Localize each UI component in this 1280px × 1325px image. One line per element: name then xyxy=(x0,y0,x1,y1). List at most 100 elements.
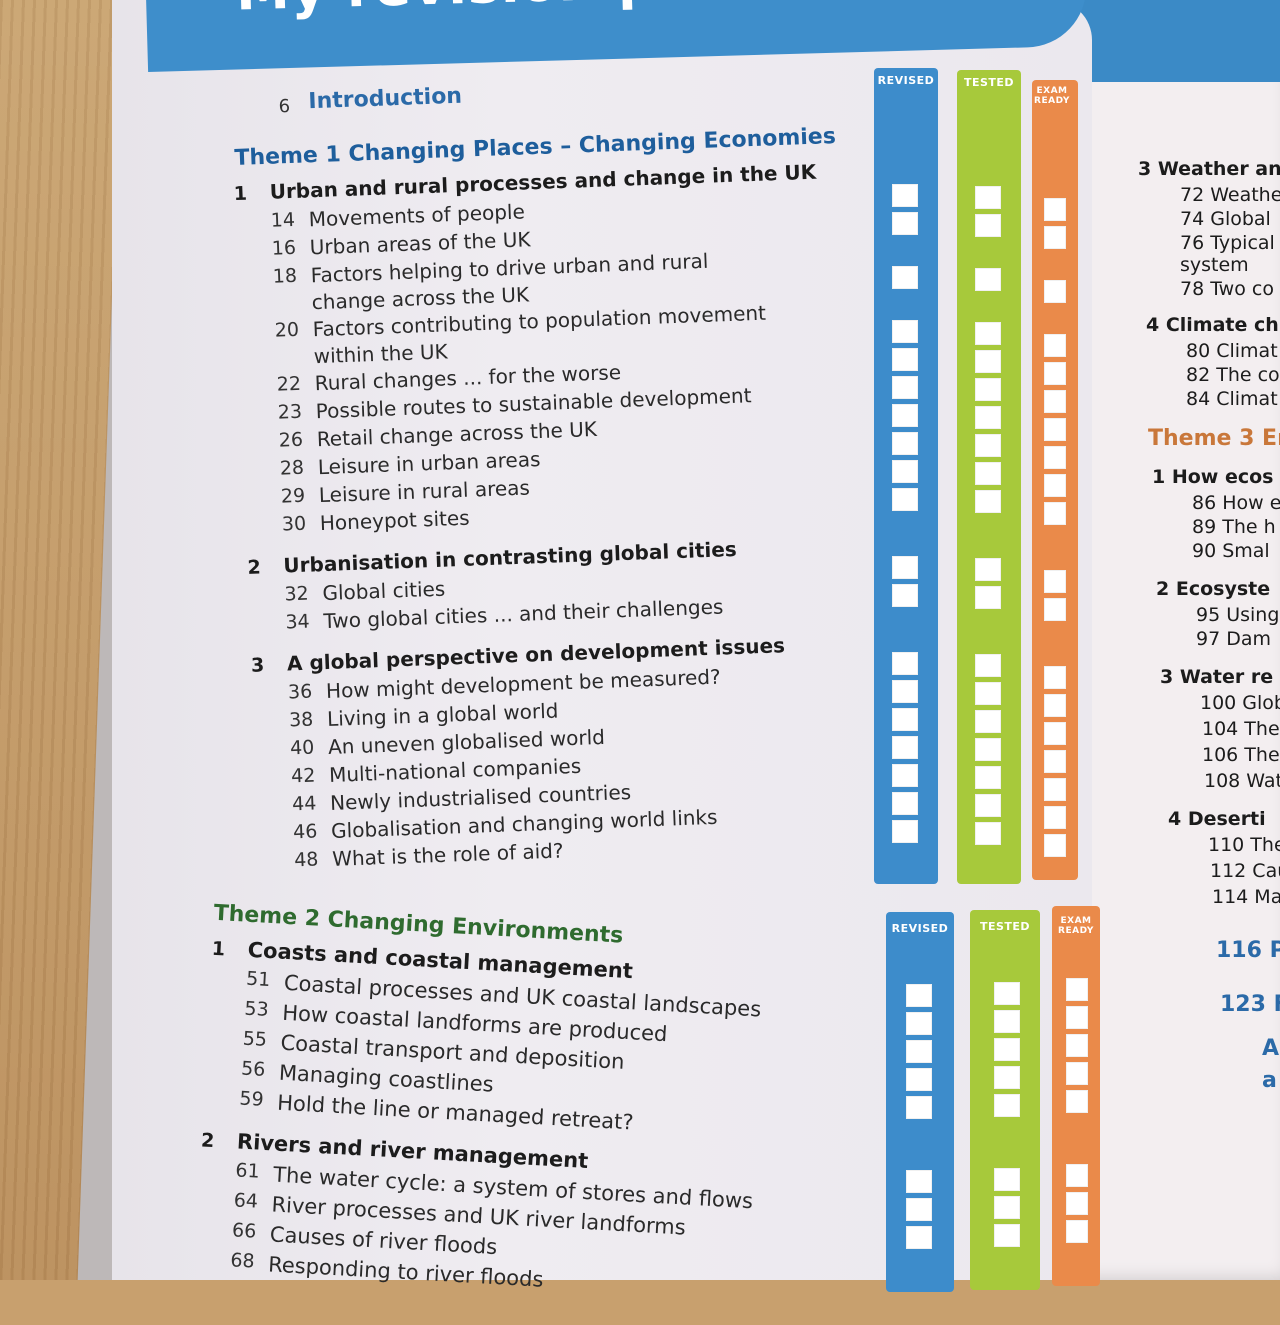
checkbox[interactable] xyxy=(1044,390,1066,413)
checkbox[interactable] xyxy=(892,266,918,289)
checkbox[interactable] xyxy=(975,322,1001,345)
checkbox[interactable] xyxy=(892,736,918,759)
checkbox[interactable] xyxy=(994,1066,1020,1089)
checkbox[interactable] xyxy=(975,268,1001,291)
checkbox[interactable] xyxy=(994,1038,1020,1061)
checkbox[interactable] xyxy=(892,432,918,455)
checkbox[interactable] xyxy=(892,708,918,731)
checkbox[interactable] xyxy=(892,652,918,675)
revised-checkboxes xyxy=(892,184,918,848)
checkbox[interactable] xyxy=(1044,418,1066,441)
checkbox[interactable] xyxy=(975,586,1001,609)
checkbox[interactable] xyxy=(1044,778,1066,801)
checkbox[interactable] xyxy=(975,462,1001,485)
checkbox[interactable] xyxy=(906,1068,932,1091)
checkbox[interactable] xyxy=(975,378,1001,401)
checkbox[interactable] xyxy=(906,1096,932,1119)
right-page-line: 114 Ma xyxy=(1212,886,1280,908)
page-number: 23 xyxy=(277,400,303,424)
checkbox[interactable] xyxy=(892,556,918,579)
checkbox[interactable] xyxy=(892,320,918,343)
checkbox[interactable] xyxy=(892,404,918,427)
checkbox[interactable] xyxy=(1044,806,1066,829)
checkbox[interactable] xyxy=(1066,1090,1088,1113)
checkbox[interactable] xyxy=(1066,978,1088,1001)
checkbox[interactable] xyxy=(1044,446,1066,469)
checkbox[interactable] xyxy=(1066,1192,1088,1215)
checkbox[interactable] xyxy=(906,1012,932,1035)
right-page-line: 106 The xyxy=(1202,744,1280,766)
checkbox[interactable] xyxy=(994,982,1020,1005)
page-number: 55 xyxy=(242,1027,268,1051)
checkbox[interactable] xyxy=(994,1094,1020,1117)
checkbox[interactable] xyxy=(1044,280,1066,303)
right-page-line: 95 Using xyxy=(1196,604,1280,626)
checkbox[interactable] xyxy=(892,680,918,703)
checkbox[interactable] xyxy=(906,1198,932,1221)
checkbox[interactable] xyxy=(994,1196,1020,1219)
checkbox[interactable] xyxy=(892,460,918,483)
checkbox[interactable] xyxy=(994,1168,1020,1191)
checkbox[interactable] xyxy=(975,822,1001,845)
checkbox[interactable] xyxy=(1066,1006,1088,1029)
checkbox[interactable] xyxy=(975,214,1001,237)
checkbox[interactable] xyxy=(1044,570,1066,593)
checkbox[interactable] xyxy=(906,1170,932,1193)
checkbox[interactable] xyxy=(892,792,918,815)
checkbox[interactable] xyxy=(975,186,1001,209)
checkbox[interactable] xyxy=(975,794,1001,817)
checkbox[interactable] xyxy=(906,984,932,1007)
checkbox[interactable] xyxy=(906,1226,932,1249)
checkbox[interactable] xyxy=(994,1010,1020,1033)
page-number: 32 xyxy=(284,582,310,606)
checkbox[interactable] xyxy=(1044,722,1066,745)
right-page-line: 2 Ecosyste xyxy=(1156,578,1271,600)
checkbox[interactable] xyxy=(1044,834,1066,857)
checkbox[interactable] xyxy=(892,488,918,511)
checkbox[interactable] xyxy=(892,348,918,371)
right-page-line: 1 How ecos xyxy=(1152,466,1274,488)
checkbox[interactable] xyxy=(1044,198,1066,221)
section-number: 1 xyxy=(211,937,226,961)
checkbox[interactable] xyxy=(892,212,918,235)
checkbox[interactable] xyxy=(975,710,1001,733)
page-number: 18 xyxy=(272,264,298,288)
checkbox[interactable] xyxy=(975,738,1001,761)
checkbox[interactable] xyxy=(1044,666,1066,689)
exam-ready-column-theme2: EXAM READY xyxy=(1052,906,1100,1286)
checkbox[interactable] xyxy=(1044,750,1066,773)
checkbox[interactable] xyxy=(975,766,1001,789)
checkbox[interactable] xyxy=(892,764,918,787)
checkbox[interactable] xyxy=(1044,362,1066,385)
checkbox[interactable] xyxy=(1044,226,1066,249)
checkbox[interactable] xyxy=(1044,694,1066,717)
right-page-line: 123 Fi xyxy=(1220,992,1280,1017)
checkbox[interactable] xyxy=(975,654,1001,677)
theme1-contents: 6 Introduction Theme 1 Changing Places –… xyxy=(180,66,909,890)
checkbox[interactable] xyxy=(975,558,1001,581)
checkbox[interactable] xyxy=(975,682,1001,705)
checkbox[interactable] xyxy=(1066,1164,1088,1187)
checkbox[interactable] xyxy=(1044,502,1066,525)
checkbox[interactable] xyxy=(1066,1062,1088,1085)
right-page-line: 112 Cau xyxy=(1210,860,1280,882)
checkbox[interactable] xyxy=(892,184,918,207)
checkbox[interactable] xyxy=(975,350,1001,373)
checkbox[interactable] xyxy=(1044,474,1066,497)
right-page-line: 4 Climate ch xyxy=(1146,314,1279,336)
checkbox[interactable] xyxy=(892,584,918,607)
right-page-line: 84 Climat xyxy=(1186,388,1278,410)
checkbox[interactable] xyxy=(1044,334,1066,357)
right-page-line: 100 Glob xyxy=(1200,692,1280,714)
checkbox[interactable] xyxy=(892,820,918,843)
checkbox[interactable] xyxy=(892,376,918,399)
checkbox[interactable] xyxy=(975,434,1001,457)
checkbox[interactable] xyxy=(1044,598,1066,621)
exam-ready-checkboxes xyxy=(1066,978,1092,1248)
checkbox[interactable] xyxy=(1066,1220,1088,1243)
checkbox[interactable] xyxy=(975,490,1001,513)
checkbox[interactable] xyxy=(1066,1034,1088,1057)
checkbox[interactable] xyxy=(975,406,1001,429)
checkbox[interactable] xyxy=(906,1040,932,1063)
checkbox[interactable] xyxy=(994,1224,1020,1247)
